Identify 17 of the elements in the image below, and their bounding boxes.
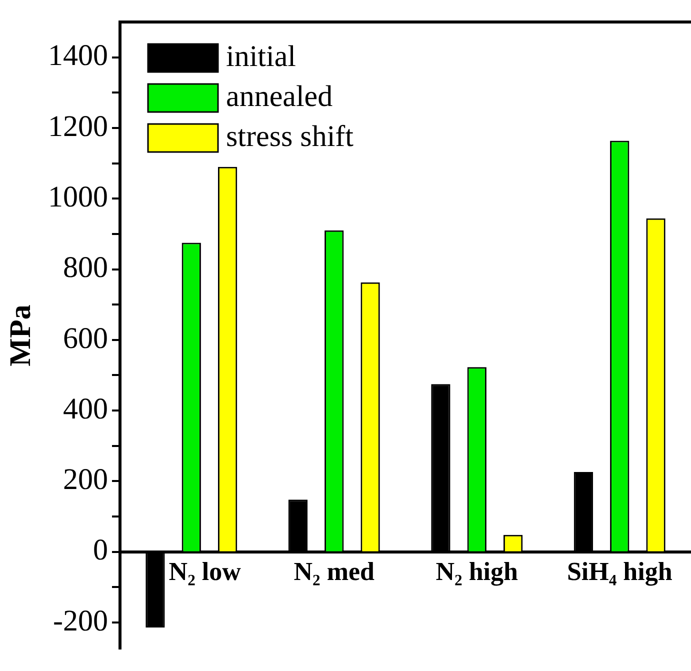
y-tick-label: 400	[63, 392, 108, 426]
legend-label: annealed	[226, 80, 333, 113]
y-tick-label: 600	[63, 322, 108, 355]
legend-label: initial	[226, 40, 296, 73]
y-axis-title: MPa	[4, 304, 37, 366]
y-tick-label: 1400	[48, 39, 108, 72]
x-tick-label: N₂ high	[436, 557, 519, 586]
y-tick-label: 1000	[48, 180, 108, 214]
y-tick-label: 1200	[48, 110, 108, 143]
legend-label: stress shift	[226, 120, 354, 153]
x-tick-label: N₂ med	[294, 557, 376, 586]
y-tick-label: -200	[53, 604, 108, 638]
x-tick-label: SiH₄ high	[566, 557, 673, 586]
y-tick-label: 200	[63, 463, 108, 496]
x-tick-label: N₂ low	[168, 557, 242, 586]
y-tick-label: 800	[63, 251, 108, 284]
y-tick-label: 0	[93, 534, 108, 567]
